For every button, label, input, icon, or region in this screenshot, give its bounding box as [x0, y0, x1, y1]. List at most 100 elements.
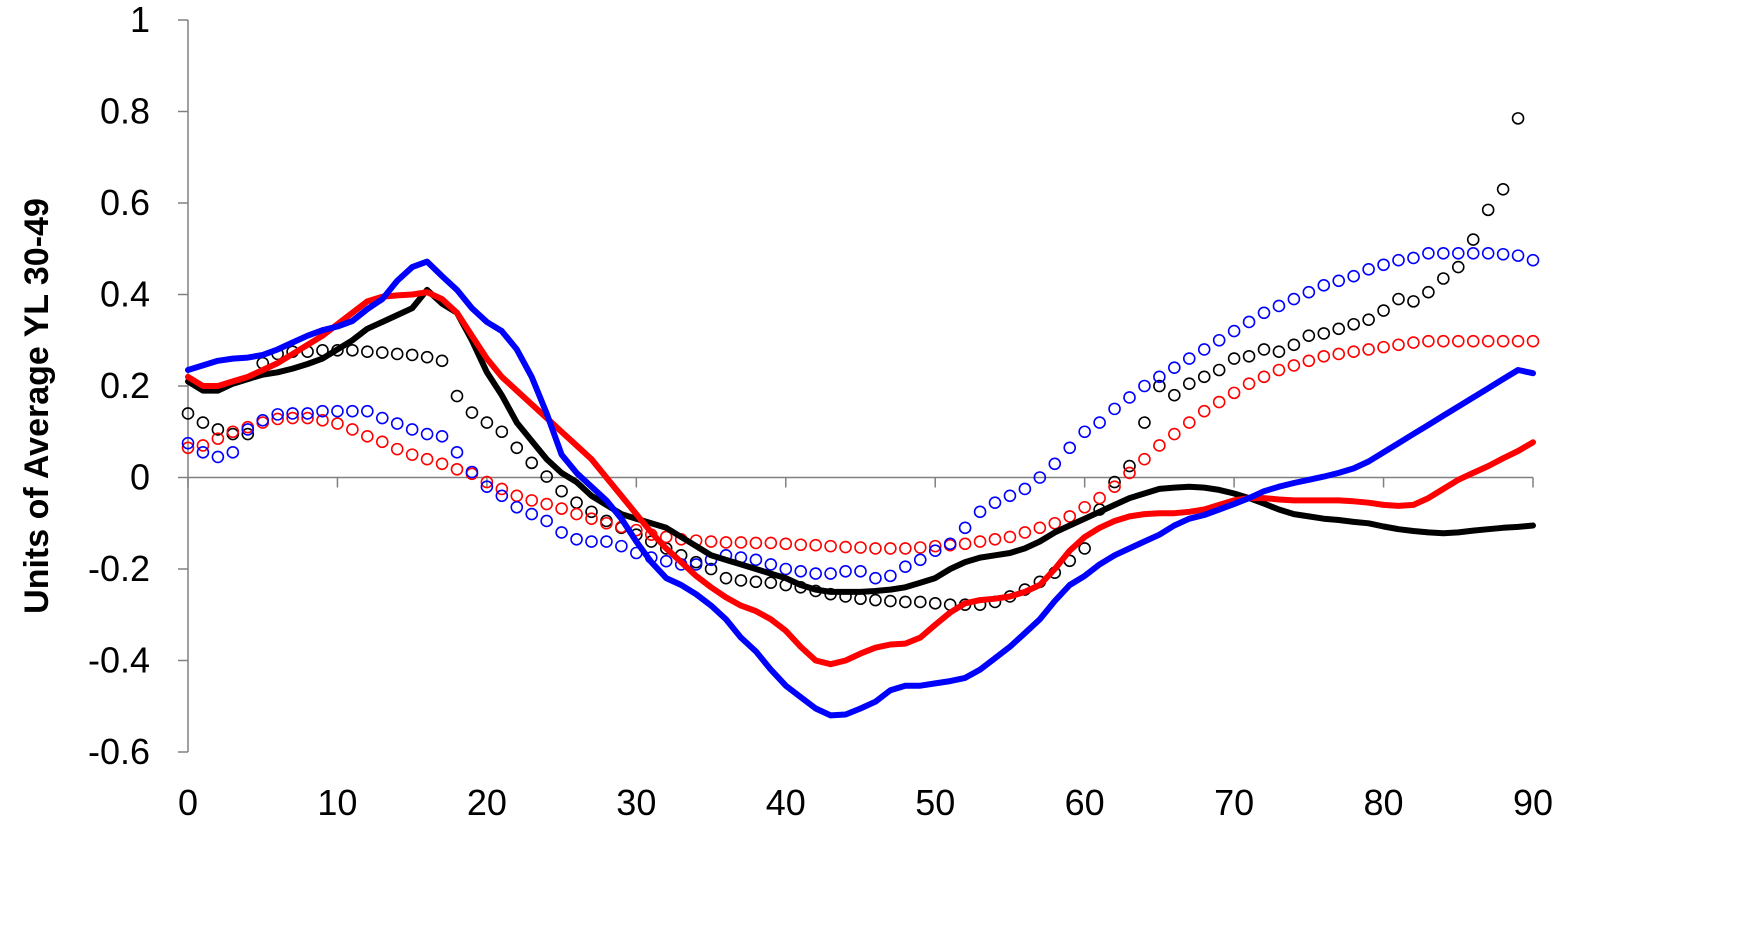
- data-point: [1422, 334, 1435, 348]
- data-point: [1123, 466, 1136, 480]
- data-point: [824, 567, 837, 580]
- data-point: [241, 423, 255, 436]
- data-point: [689, 558, 703, 571]
- data-point: [301, 407, 314, 420]
- data-point: [1182, 377, 1196, 391]
- data-point: [958, 537, 972, 551]
- data-point: [271, 412, 284, 426]
- data-point: [913, 541, 927, 554]
- x-tick-label: 80: [1364, 782, 1404, 823]
- data-point: [1272, 345, 1286, 358]
- data-point: [435, 430, 449, 443]
- data-point: [181, 407, 195, 420]
- data-point: [884, 569, 897, 583]
- line-series: [185, 289, 1536, 668]
- data-point: [390, 442, 404, 456]
- data-point: [1481, 247, 1495, 260]
- data-point: [435, 354, 449, 368]
- data-point: [884, 594, 897, 608]
- data-point: [1347, 345, 1360, 358]
- data-point: [1511, 334, 1525, 348]
- data-point: [1257, 306, 1271, 320]
- data-point: [525, 456, 539, 470]
- data-point: [1242, 349, 1256, 363]
- data-point: [1362, 263, 1375, 276]
- data-point: [1257, 370, 1271, 384]
- data-point: [450, 462, 464, 476]
- data-point: [1272, 299, 1286, 313]
- data-point: [390, 347, 404, 361]
- data-point: [600, 535, 613, 548]
- data-point: [1078, 500, 1091, 514]
- data-point: [958, 521, 972, 535]
- data-point: [1422, 247, 1435, 260]
- data-point: [495, 425, 509, 439]
- data-point: [1153, 370, 1166, 384]
- data-point: [1123, 459, 1136, 473]
- data-point: [988, 496, 1002, 509]
- data-point: [1078, 542, 1091, 555]
- data-point: [540, 514, 553, 528]
- data-point: [181, 436, 195, 450]
- data-point: [884, 542, 897, 555]
- data-point: [1451, 247, 1465, 260]
- data-point: [899, 542, 912, 555]
- data-point: [928, 597, 942, 610]
- data-point: [1003, 530, 1017, 544]
- data-point: [779, 562, 793, 576]
- data-point: [316, 404, 329, 418]
- data-point: [196, 416, 210, 429]
- data-point: [1242, 377, 1256, 391]
- data-point: [271, 408, 284, 421]
- data-point: [405, 448, 419, 461]
- data-point: [1511, 249, 1525, 262]
- data-point: [1377, 258, 1390, 272]
- y-tick-label: -0.2: [88, 548, 150, 589]
- data-point: [1392, 253, 1405, 267]
- x-tick-label: 20: [467, 782, 507, 823]
- axes: [178, 19, 1534, 753]
- data-point: [495, 482, 509, 496]
- line-series: [185, 286, 1536, 595]
- data-point: [420, 350, 434, 364]
- data-point: [600, 516, 613, 530]
- data-point: [1212, 363, 1226, 377]
- data-point: [869, 593, 882, 607]
- data-point: [1407, 295, 1420, 308]
- data-point: [809, 567, 822, 580]
- data-point: [555, 526, 568, 539]
- data-point: [420, 452, 434, 466]
- data-point: [1317, 279, 1331, 292]
- data-point: [764, 536, 778, 550]
- data-point: [1347, 317, 1360, 331]
- data-point: [495, 489, 509, 503]
- data-point: [555, 502, 568, 515]
- data-point: [1377, 340, 1390, 354]
- y-tick-label: -0.6: [88, 731, 150, 772]
- data-point: [659, 530, 673, 544]
- data-point: [1481, 203, 1495, 217]
- data-point: [286, 407, 299, 420]
- y-tick-label: 0.6: [100, 182, 150, 223]
- data-point: [973, 535, 987, 548]
- data-point: [1078, 425, 1091, 439]
- data-point: [480, 475, 494, 489]
- data-point: [346, 404, 359, 418]
- data-point: [794, 538, 808, 552]
- x-tick-label: 0: [178, 782, 198, 823]
- data-point: [719, 536, 733, 549]
- data-point: [928, 539, 942, 553]
- data-point: [854, 564, 867, 578]
- data-point: [869, 571, 882, 585]
- data-point: [1242, 315, 1256, 329]
- data-point: [316, 414, 329, 427]
- x-tick-labels: 0 10 20 30 40 50 60 70 80 90: [178, 782, 1553, 823]
- data-point: [420, 427, 434, 441]
- data-point: [973, 505, 987, 519]
- data-point: [1451, 334, 1465, 348]
- data-point: [585, 505, 598, 519]
- data-point: [465, 465, 479, 479]
- data-point: [1526, 334, 1540, 348]
- data-point: [719, 571, 733, 585]
- data-point: [824, 539, 837, 553]
